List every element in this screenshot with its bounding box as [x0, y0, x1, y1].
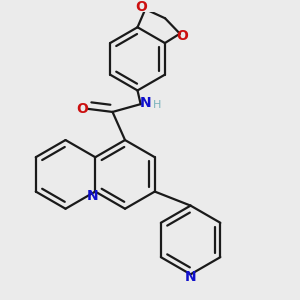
Text: O: O: [176, 29, 188, 43]
Text: N: N: [140, 96, 152, 110]
Text: H: H: [153, 100, 161, 110]
Text: O: O: [76, 102, 88, 116]
Text: O: O: [136, 0, 148, 14]
Text: N: N: [185, 270, 197, 284]
Text: N: N: [87, 189, 99, 202]
